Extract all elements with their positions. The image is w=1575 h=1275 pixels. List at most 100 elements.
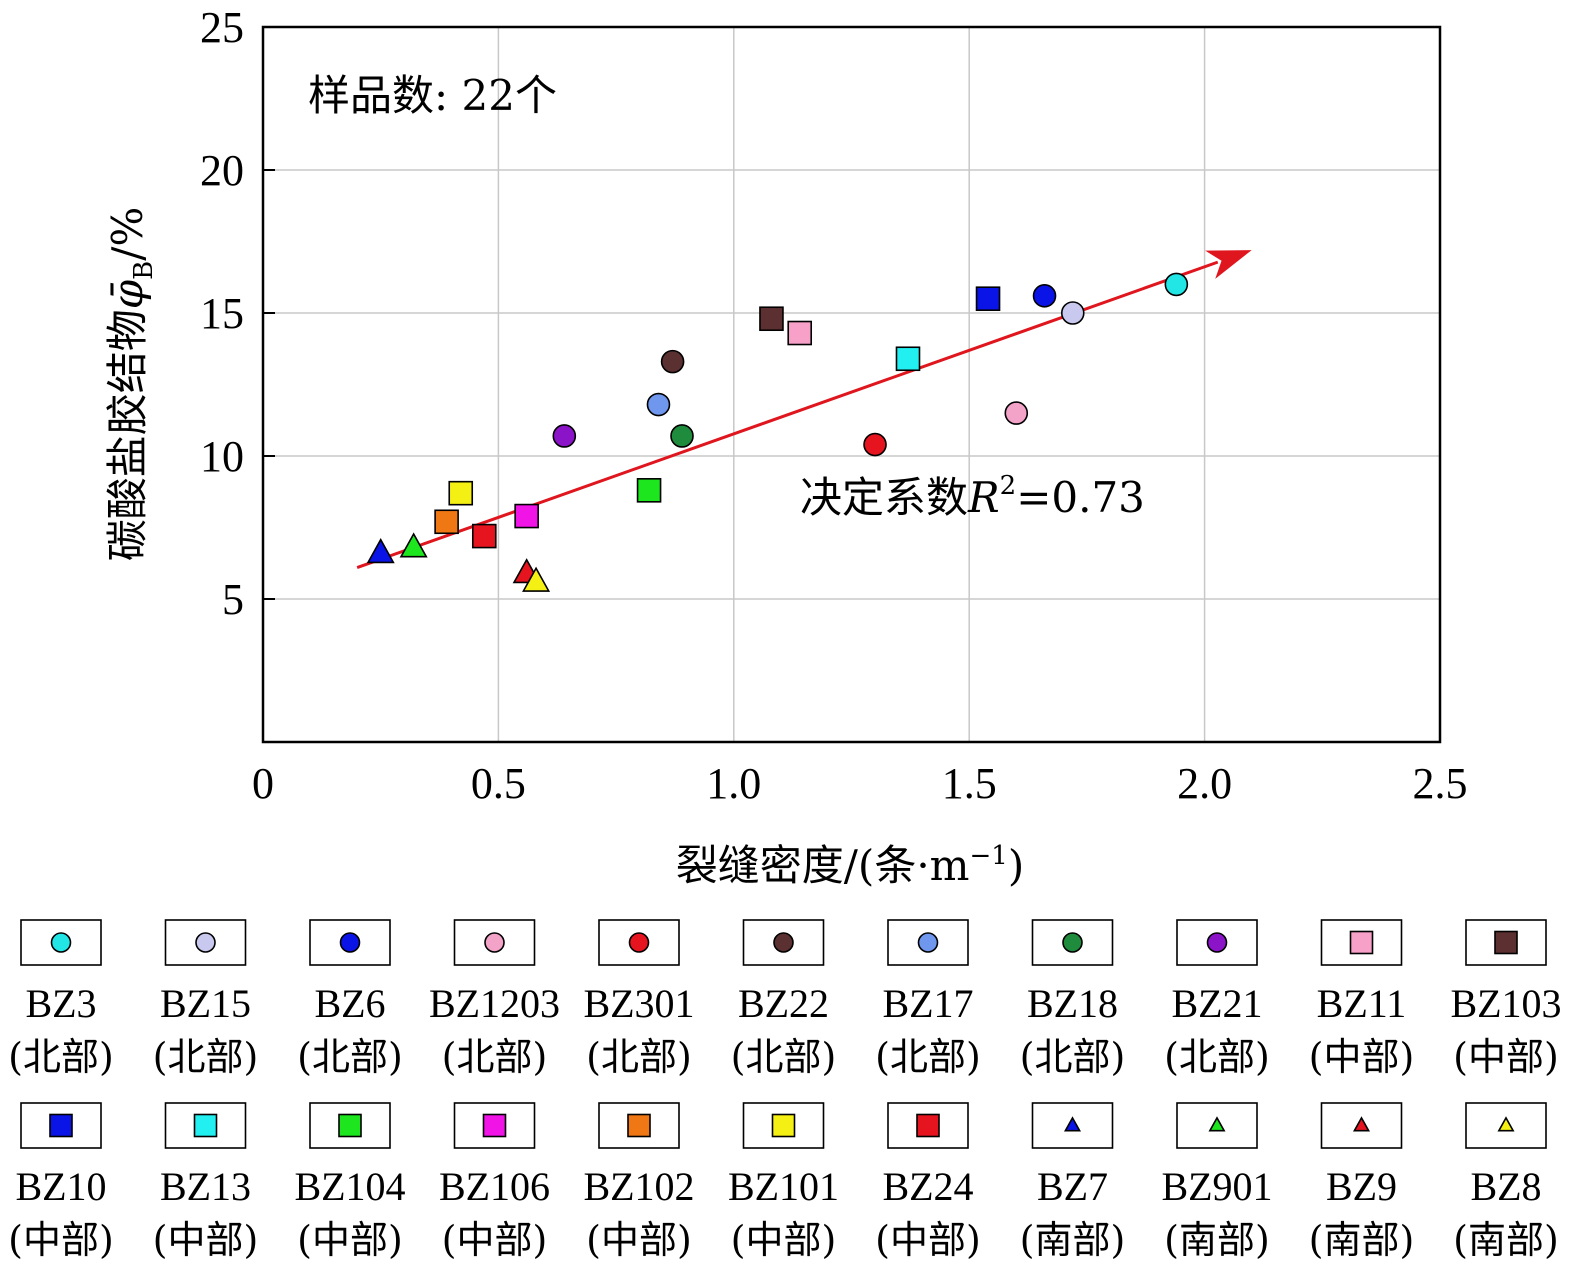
r2-superscript: 2	[1000, 471, 1017, 501]
legend-entry-bz8: BZ8 (南部)	[1453, 1102, 1559, 1262]
legend-region: (中部)	[442, 1218, 548, 1262]
legend-entry-bz10: BZ10 (中部)	[8, 1102, 114, 1262]
sample-count-annotation: 样品数: 22个	[308, 71, 557, 120]
legend-entry-bz15: BZ15 (北部)	[153, 919, 258, 1079]
data-point-bz24	[471, 523, 497, 549]
legend-entry-bz17: BZ17 (北部)	[875, 919, 981, 1079]
plot-frame	[261, 25, 1442, 744]
legend-label: BZ22	[738, 981, 829, 1026]
legend-region: (中部)	[297, 1218, 403, 1262]
data-point-bz104	[636, 478, 662, 503]
legend-marker	[771, 1113, 796, 1138]
data-point-bz106	[514, 503, 539, 529]
data-point-bz102	[434, 509, 459, 535]
legend-marker	[917, 932, 939, 953]
data-point-bz7	[366, 538, 395, 564]
legend-entry-bz301: BZ301 (北部)	[583, 919, 695, 1079]
legend-label: BZ106	[439, 1164, 550, 1209]
data-point-bz301	[863, 432, 887, 457]
legend-entry-bz18: BZ18 (北部)	[1020, 919, 1126, 1079]
legend-entry-bz901: BZ901 (南部)	[1161, 1102, 1273, 1262]
legend-label: BZ7	[1037, 1164, 1108, 1209]
data-point-bz15	[1060, 301, 1085, 325]
data-point-bz1203	[1004, 401, 1029, 425]
r2-symbol: R	[967, 473, 1000, 522]
legend-marker	[1352, 1116, 1371, 1132]
legend-marker	[773, 932, 794, 953]
legend-marker	[1497, 1116, 1515, 1132]
legend-label: BZ24	[882, 1164, 973, 1209]
legend-region: (北部)	[586, 1035, 692, 1079]
data-point-bz21	[552, 424, 577, 448]
y-tick-label: 15	[200, 289, 244, 338]
legend-marker	[1062, 932, 1083, 953]
legend-label: BZ103	[1450, 981, 1561, 1026]
data-point-bz18	[670, 424, 694, 448]
legend-marker	[339, 932, 361, 953]
x-axis-label: 裂缝密度/(条·m−1)	[676, 841, 1024, 890]
data-point-bz13	[895, 346, 921, 372]
legend-region: (中部)	[1309, 1035, 1415, 1079]
legend-region: (北部)	[8, 1035, 114, 1079]
legend-region: (中部)	[1453, 1035, 1559, 1079]
legend-entry-bz7: BZ7 (南部)	[1020, 1102, 1126, 1262]
y-axis-label-text: 碳酸盐胶结物	[103, 309, 152, 561]
data-point-bz8	[522, 566, 551, 592]
legend-region: (北部)	[297, 1035, 403, 1079]
x-tick-label: 1.0	[706, 759, 761, 808]
y-axis-label-unit: /%	[103, 207, 152, 261]
legend-marker	[1494, 930, 1518, 955]
data-point-bz901	[399, 532, 428, 558]
data-point-bz22	[660, 349, 685, 374]
x-tick-label: 0.5	[471, 759, 526, 808]
legend-entry-bz101: BZ101 (中部)	[728, 1102, 839, 1262]
x-tick-label: 2.5	[1413, 759, 1468, 808]
legend-label: BZ301	[583, 981, 694, 1026]
legend-label: BZ13	[160, 1164, 251, 1209]
legend-region: (中部)	[586, 1218, 692, 1262]
legend-entry-bz106: BZ106 (中部)	[439, 1102, 550, 1262]
legend-region: (南部)	[1020, 1218, 1126, 1262]
legend-entry-bz24: BZ24 (中部)	[875, 1102, 981, 1262]
x-tick-label: 2.0	[1177, 759, 1232, 808]
data-points	[366, 272, 1189, 592]
x-axis-label-close: )	[1008, 841, 1024, 890]
x-tick-label: 1.5	[942, 759, 997, 808]
legend-marker	[1349, 930, 1374, 955]
legend-label: BZ3	[25, 981, 96, 1026]
r2-prefix: 决定系数	[800, 473, 968, 522]
x-tick-label: 0	[252, 759, 274, 808]
legend-label: BZ9	[1326, 1164, 1397, 1209]
legend-label: BZ18	[1027, 981, 1118, 1026]
data-point-bz17	[646, 392, 671, 417]
legend-marker	[50, 932, 72, 953]
legend-entry-bz13: BZ13 (中部)	[153, 1102, 258, 1262]
legend-entry-bz21: BZ21 (北部)	[1164, 919, 1270, 1079]
grid	[263, 27, 1440, 742]
legend-region: (北部)	[442, 1035, 548, 1079]
data-point-bz3	[1164, 272, 1189, 297]
legend-region: (中部)	[8, 1218, 114, 1262]
legend-swatch-box	[1320, 919, 1403, 966]
legend-label: BZ101	[728, 1164, 839, 1209]
legend-region: (中部)	[875, 1218, 981, 1262]
y-axis-label-subscript: B	[129, 261, 159, 280]
y-axis-ticks: 5 10 15 20 25	[200, 3, 275, 624]
y-tick-label: 5	[222, 575, 244, 624]
legend-marker	[193, 1113, 218, 1138]
data-point-bz101	[448, 480, 474, 506]
legend-entry-bz3: BZ3 (北部)	[8, 919, 114, 1079]
legend-entry-bz103: BZ103 (中部)	[1450, 919, 1562, 1079]
legend-label: BZ6	[314, 981, 385, 1026]
legend-entry-bz11: BZ11 (中部)	[1309, 919, 1415, 1079]
legend-entry-bz1203: BZ1203 (北部)	[429, 919, 560, 1079]
legend-marker	[482, 1113, 507, 1138]
legend-marker	[1063, 1116, 1082, 1132]
legend-entry-bz102: BZ102 (中部)	[583, 1102, 695, 1262]
legend-region: (北部)	[1020, 1035, 1126, 1079]
x-axis-ticks: 0 0.5 1.0 1.5 2.0 2.5	[252, 759, 1468, 808]
y-axis-label: 碳酸盐胶结物φ̄B/%	[103, 207, 159, 562]
y-axis-label-symbol: φ̄	[103, 279, 152, 309]
legend-label: BZ21	[1171, 981, 1262, 1026]
